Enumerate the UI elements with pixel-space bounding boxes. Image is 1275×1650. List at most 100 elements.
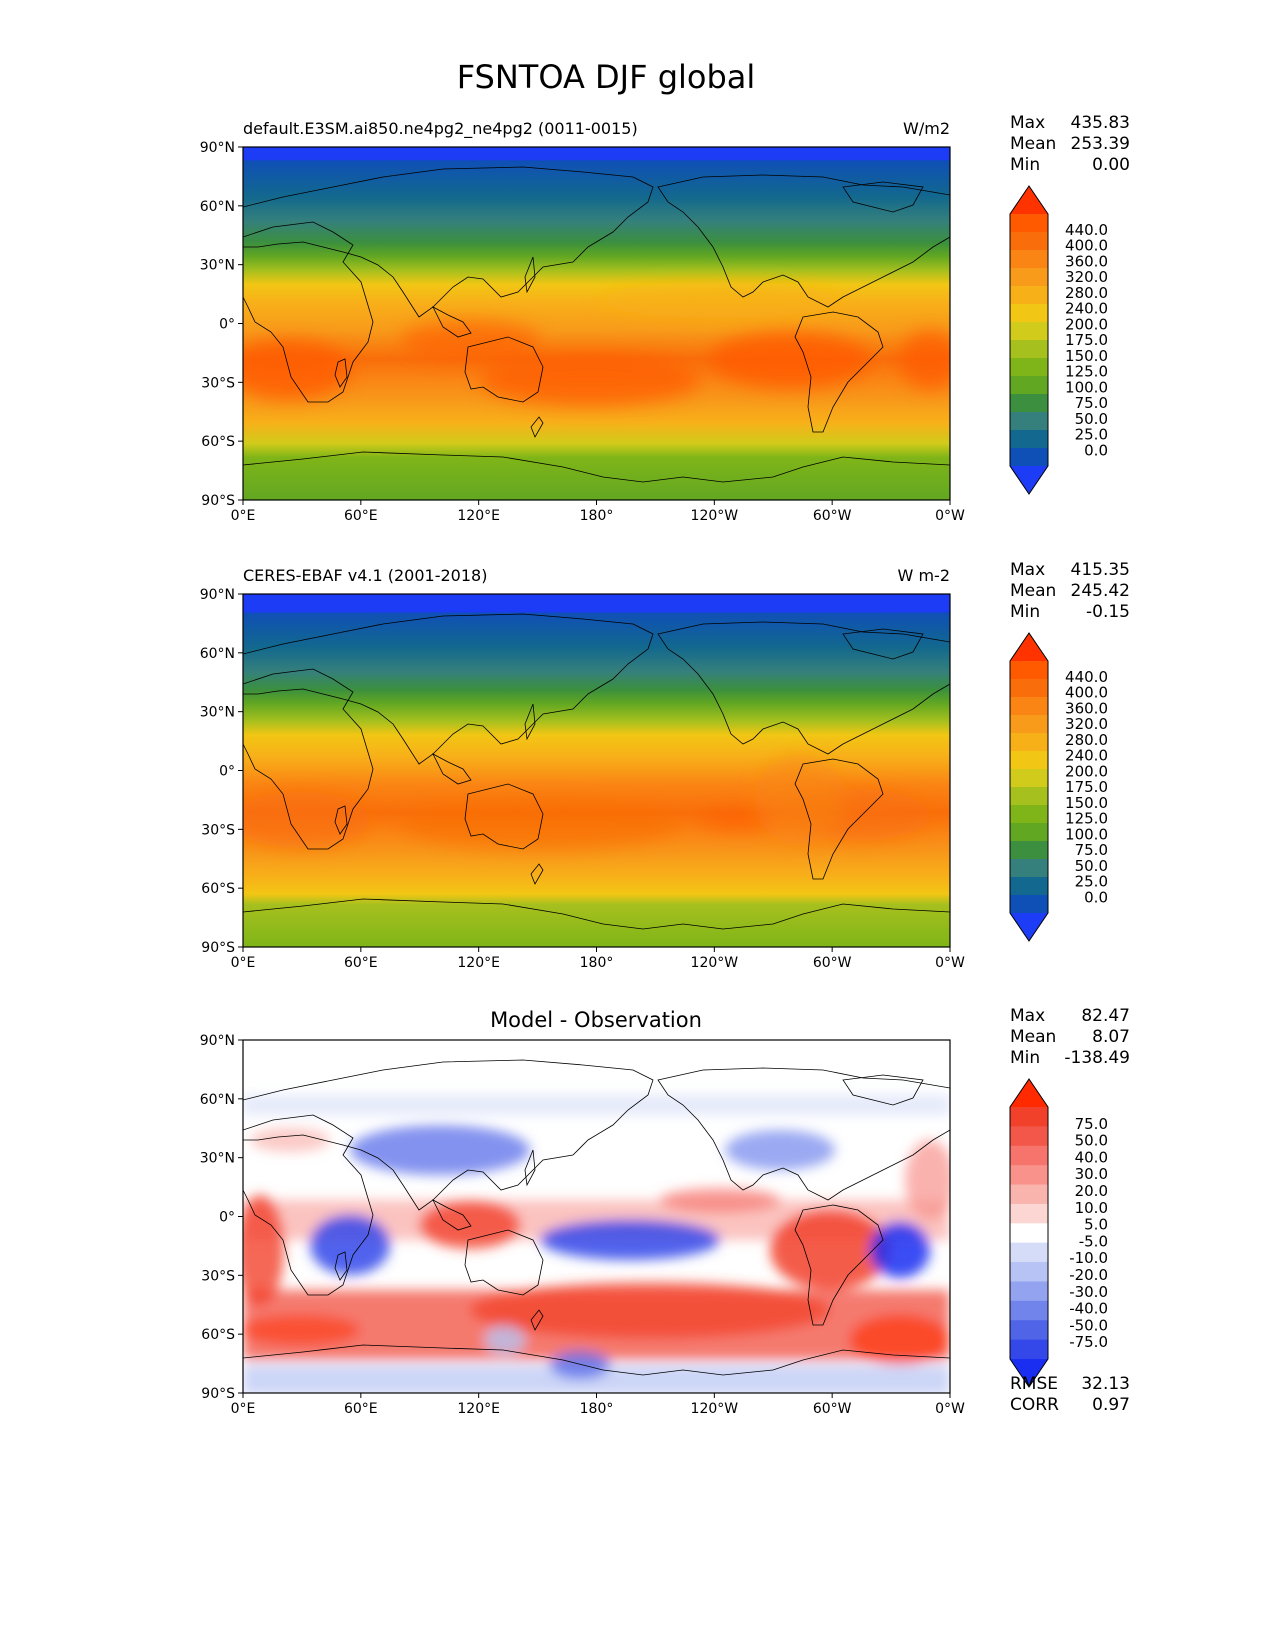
colorbar: 440.0400.0360.0320.0280.0240.0200.0175.0… — [1009, 632, 1108, 942]
colorbar-level-label: 360.0 — [1065, 699, 1108, 717]
colorbar-level-label: 5.0 — [1084, 1216, 1108, 1234]
colorbar-level-label: 125.0 — [1065, 363, 1108, 381]
lat-tick-label: 30°N — [200, 705, 235, 721]
lat-tick-label: 90°S — [201, 1386, 235, 1402]
colorbar-swatch — [1010, 376, 1048, 395]
lon-tick-label: 0°W — [935, 508, 965, 524]
colorbar-swatch — [1010, 340, 1048, 359]
colorbar-level-label: 280.0 — [1065, 731, 1108, 749]
colorbar-level-label: 400.0 — [1065, 237, 1108, 255]
lon-tick-label: 120°E — [457, 1401, 500, 1417]
colorbar-level-label: 100.0 — [1065, 378, 1108, 396]
colorbar-swatch — [1010, 661, 1048, 680]
stat-label: Min — [1010, 155, 1040, 175]
lat-tick-label: 90°S — [201, 493, 235, 509]
stat-label: Max — [1010, 560, 1045, 580]
colorbar-extend-min — [1010, 913, 1048, 941]
colorbar-level-label: 100.0 — [1065, 825, 1108, 843]
panel-center-title: Model - Observation — [490, 1008, 702, 1032]
colorbar-level-label: 320.0 — [1065, 715, 1108, 733]
colorbar-swatch — [1010, 1145, 1048, 1166]
colorbar-level-label: 320.0 — [1065, 268, 1108, 286]
lat-tick-label: 60°S — [201, 1327, 235, 1343]
corr-value: 0.97 — [1092, 1395, 1130, 1415]
stat-value: 0.00 — [1092, 155, 1130, 175]
colorbar-level-label: 150.0 — [1065, 347, 1108, 365]
stat-label: Max — [1010, 113, 1045, 133]
footer-stats: RMSE 32.13 CORR 0.97 — [1010, 1374, 1130, 1415]
lat-tick-label: 0° — [219, 1210, 235, 1226]
colorbar-level-label: -75.0 — [1069, 1333, 1108, 1351]
lon-tick-label: 120°W — [691, 508, 739, 524]
stat-value: -0.15 — [1086, 602, 1130, 622]
colorbar-swatch — [1010, 214, 1048, 233]
colorbar-level-label: 25.0 — [1075, 873, 1108, 891]
colorbar-swatch — [1010, 1184, 1048, 1205]
lat-tick-label: 0° — [219, 317, 235, 333]
figure-title: FSNTOA DJF global — [457, 58, 756, 96]
colorbar-swatch — [1010, 715, 1048, 734]
lon-tick-label: 180° — [580, 955, 614, 971]
lat-tick-label: 60°N — [200, 646, 235, 662]
lat-tick-label: 90°N — [200, 140, 235, 156]
colorbar-swatch — [1010, 1320, 1048, 1341]
lon-tick-labels: 0°E 60°E 120°E 180° 120°W 60°W 0°W — [231, 947, 965, 971]
lon-tick-label: 60°W — [813, 508, 852, 524]
rmse-value: 32.13 — [1081, 1374, 1130, 1394]
colorbar-swatch — [1010, 1262, 1048, 1282]
lat-tick-label: 60°S — [201, 881, 235, 897]
colorbar-level-label: 75.0 — [1075, 394, 1108, 412]
colorbar-level-label: 150.0 — [1065, 794, 1108, 812]
lon-tick-label: 0°W — [935, 1401, 965, 1417]
colorbar-swatch — [1010, 1300, 1048, 1321]
lon-tick-label: 60°E — [344, 955, 378, 971]
colorbar-extend-max — [1010, 633, 1048, 661]
colorbar-swatch — [1010, 787, 1048, 806]
colorbar-extend-min — [1010, 1359, 1048, 1387]
colorbar-level-label: 75.0 — [1075, 1115, 1108, 1133]
colorbar-swatch — [1010, 1281, 1048, 1302]
colorbar-swatch — [1010, 1242, 1048, 1263]
lat-tick-label: 60°N — [200, 199, 235, 215]
stats-block: Max 415.35 Mean 245.42 Min -0.15 — [1010, 560, 1130, 622]
colorbar-swatch — [1010, 232, 1048, 251]
lat-tick-label: 90°S — [201, 940, 235, 956]
stats-block: Max 435.83 Mean 253.39 Min 0.00 — [1010, 113, 1130, 175]
colorbar-outline — [1009, 1078, 1049, 1388]
colorbar-level-label: 50.0 — [1075, 857, 1108, 875]
colorbar-swatch — [1010, 394, 1048, 413]
colorbar-level-label: 40.0 — [1075, 1148, 1108, 1166]
stat-value: 82.47 — [1081, 1006, 1130, 1026]
lon-tick-label: 60°W — [813, 1401, 852, 1417]
lat-tick-label: 30°N — [200, 1151, 235, 1167]
colorbar-level-label: 50.0 — [1075, 410, 1108, 428]
lat-tick-label: 30°N — [200, 258, 235, 274]
lon-tick-label: 60°E — [344, 508, 378, 524]
colorbar-outline — [1009, 632, 1049, 942]
lat-tick-labels: 90°N 60°N 30°N 0° 30°S 60°S 90°S — [200, 587, 243, 956]
lon-tick-label: 60°E — [344, 1401, 378, 1417]
stat-value: -138.49 — [1064, 1048, 1130, 1068]
stat-value: 435.83 — [1071, 113, 1130, 133]
map-field — [243, 147, 950, 500]
colorbar-swatch — [1010, 1165, 1048, 1186]
colorbar-swatch — [1010, 1203, 1048, 1224]
colorbar-swatch — [1010, 268, 1048, 287]
lon-tick-label: 0°W — [935, 955, 965, 971]
corr-label: CORR — [1010, 1395, 1059, 1415]
lat-tick-label: 30°S — [201, 1268, 235, 1284]
colorbar-extend-max — [1010, 1079, 1048, 1107]
colorbar-level-label: 200.0 — [1065, 315, 1108, 333]
panel-left-title: default.E3SM.ai850.ne4pg2_ne4pg2 (0011-0… — [243, 119, 638, 139]
colorbar-swatch — [1010, 1126, 1048, 1147]
colorbar-level-label: 200.0 — [1065, 762, 1108, 780]
lon-tick-label: 60°W — [813, 955, 852, 971]
colorbar-level-label: 175.0 — [1065, 331, 1108, 349]
colorbar-swatch — [1010, 733, 1048, 752]
colorbar-level-label: 360.0 — [1065, 252, 1108, 270]
stat-label: Mean — [1010, 134, 1056, 154]
lon-tick-label: 120°W — [691, 1401, 739, 1417]
stat-value: 253.39 — [1071, 134, 1130, 154]
colorbar-swatch — [1010, 823, 1048, 842]
lat-tick-label: 90°N — [200, 1033, 235, 1049]
